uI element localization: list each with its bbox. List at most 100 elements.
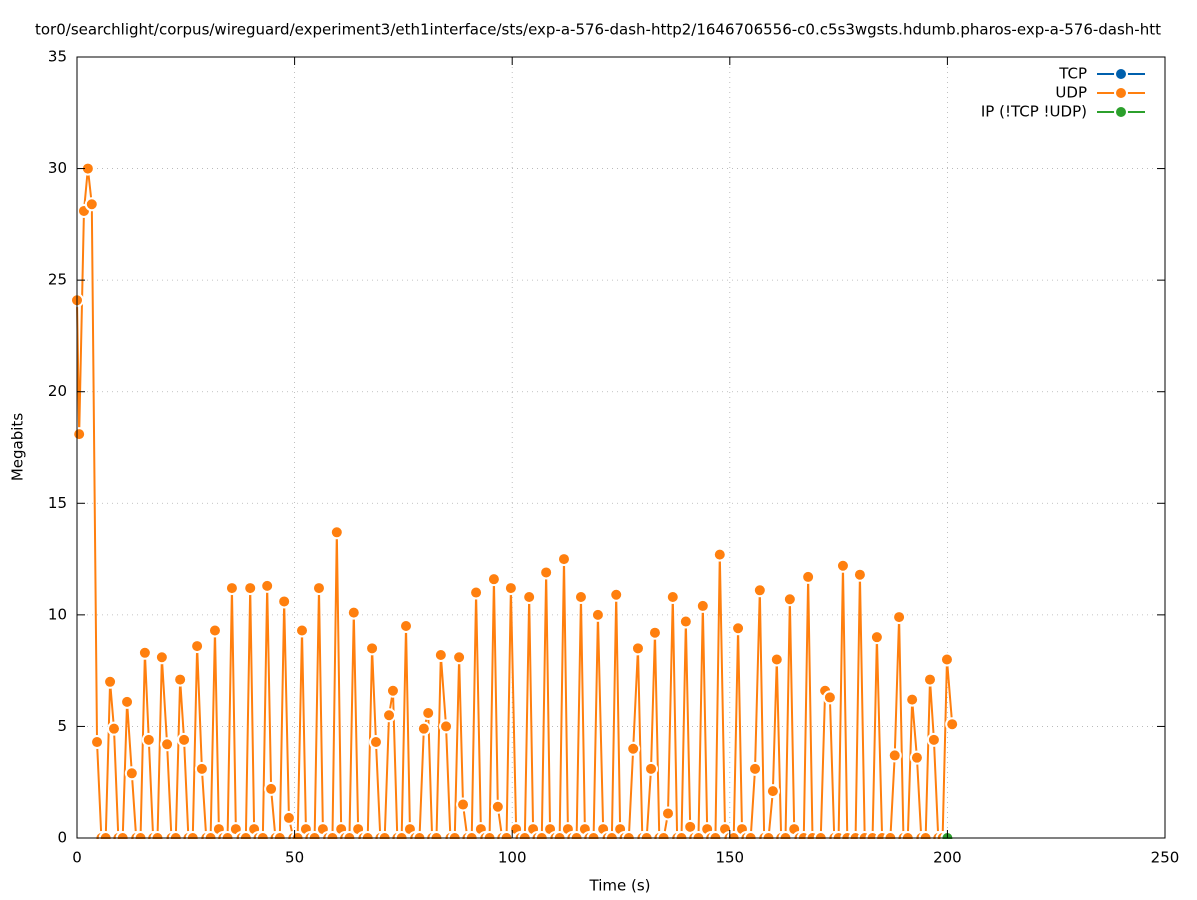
data-point xyxy=(456,797,471,812)
data-point xyxy=(765,784,780,799)
data-point xyxy=(124,766,139,781)
x-axis-label: Time (s) xyxy=(589,877,651,895)
data-point xyxy=(748,761,763,776)
data-point xyxy=(801,569,816,584)
legend-label: TCP xyxy=(1058,65,1087,83)
x-tick-label: 250 xyxy=(1151,849,1180,867)
data-point xyxy=(695,598,710,613)
legend-marker xyxy=(1114,67,1128,81)
data-point xyxy=(365,641,380,656)
y-tick-label: 0 xyxy=(57,829,67,847)
data-point xyxy=(190,639,205,654)
series-line xyxy=(76,168,954,839)
data-point xyxy=(573,590,588,605)
data-point xyxy=(382,708,397,723)
data-point xyxy=(72,427,87,442)
data-point xyxy=(539,565,554,580)
data-point xyxy=(433,648,448,663)
y-tick-label: 35 xyxy=(48,48,67,66)
data-point xyxy=(590,607,605,622)
data-point xyxy=(385,683,400,698)
data-point xyxy=(277,594,292,609)
data-point xyxy=(852,567,867,582)
legend-label: UDP xyxy=(1055,84,1087,102)
y-tick-label: 5 xyxy=(57,717,67,735)
data-point xyxy=(522,590,537,605)
data-point xyxy=(647,625,662,640)
legend-marker xyxy=(1114,86,1128,100)
data-point xyxy=(782,592,797,607)
data-point xyxy=(416,721,431,736)
data-point xyxy=(630,641,645,656)
data-point xyxy=(207,623,222,638)
data-point xyxy=(626,741,641,756)
data-point xyxy=(945,717,960,732)
data-point xyxy=(224,581,239,596)
data-point xyxy=(346,605,361,620)
plot-area xyxy=(70,161,960,839)
chart-title: tor0/searchlight/corpus/wireguard/experi… xyxy=(35,21,1161,39)
data-point xyxy=(503,581,518,596)
data-point xyxy=(609,587,624,602)
y-axis-label: Megabits xyxy=(9,413,27,481)
data-point xyxy=(490,799,505,814)
y-tick-label: 30 xyxy=(48,159,67,177)
data-point xyxy=(84,197,99,212)
data-point xyxy=(281,810,296,825)
x-tick-label: 100 xyxy=(498,849,527,867)
data-point xyxy=(160,737,175,752)
data-point xyxy=(154,650,169,665)
data-point xyxy=(329,525,344,540)
data-point xyxy=(835,558,850,573)
data-point xyxy=(243,581,258,596)
data-point xyxy=(869,630,884,645)
data-point xyxy=(752,583,767,598)
data-point xyxy=(421,706,436,721)
data-point xyxy=(661,806,676,821)
data-point xyxy=(173,672,188,687)
data-point xyxy=(177,732,192,747)
data-point xyxy=(106,721,121,736)
grid xyxy=(76,56,1166,839)
legend-label: IP (!TCP !UDP) xyxy=(981,103,1087,121)
data-point xyxy=(452,650,467,665)
data-point xyxy=(137,645,152,660)
data-point xyxy=(644,761,659,776)
data-point xyxy=(678,614,693,629)
data-point xyxy=(939,652,954,667)
data-point xyxy=(486,572,501,587)
data-point xyxy=(905,692,920,707)
data-point xyxy=(399,619,414,634)
x-tick-label: 200 xyxy=(933,849,962,867)
data-point xyxy=(194,761,209,776)
data-point xyxy=(311,581,326,596)
y-tick-label: 25 xyxy=(48,271,67,289)
data-point xyxy=(90,735,105,750)
data-point xyxy=(892,610,907,625)
data-point xyxy=(260,578,275,593)
data-point xyxy=(264,781,279,796)
legend-marker xyxy=(1114,105,1128,119)
x-tick-label: 150 xyxy=(715,849,744,867)
data-point xyxy=(769,652,784,667)
y-tick-label: 20 xyxy=(48,382,67,400)
data-point xyxy=(822,690,837,705)
data-point xyxy=(926,732,941,747)
data-point xyxy=(731,621,746,636)
data-point xyxy=(556,552,571,567)
x-tick-label: 0 xyxy=(72,849,82,867)
data-point xyxy=(368,735,383,750)
data-point xyxy=(469,585,484,600)
data-point xyxy=(909,750,924,765)
y-tick-label: 15 xyxy=(48,494,67,512)
data-point xyxy=(712,547,727,562)
data-point xyxy=(141,732,156,747)
data-point xyxy=(439,719,454,734)
data-point xyxy=(120,694,135,709)
data-point xyxy=(922,672,937,687)
data-point xyxy=(887,748,902,763)
y-tick-label: 10 xyxy=(48,605,67,623)
data-point xyxy=(665,590,680,605)
